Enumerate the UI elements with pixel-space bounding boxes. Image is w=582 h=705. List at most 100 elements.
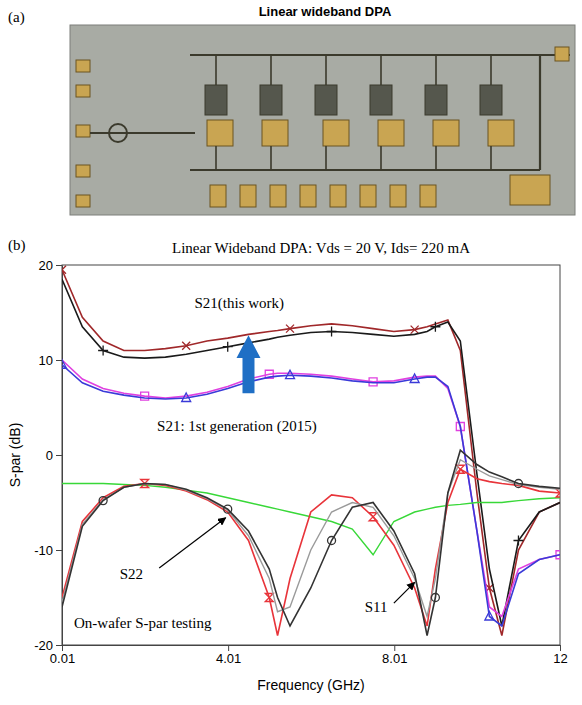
- tick-label: 8.01: [382, 651, 407, 666]
- chip-capacitor: [378, 120, 404, 146]
- tick-label: 10: [39, 353, 53, 368]
- x-axis-line: [63, 645, 561, 646]
- tick: 0.01: [50, 645, 75, 666]
- tick: 4.01: [216, 645, 241, 666]
- chip-pad: [76, 60, 90, 72]
- chip-pad: [76, 125, 90, 137]
- tick-label: -20: [34, 638, 53, 653]
- chip-wire: [215, 55, 217, 170]
- chip-pad: [76, 165, 90, 177]
- chip-cell: [480, 85, 502, 115]
- series-line: [62, 270, 560, 636]
- panel-letter: (b): [8, 237, 26, 254]
- series-marker: [286, 370, 295, 379]
- series-marker: [431, 594, 439, 602]
- chip-photo: [70, 25, 575, 215]
- chip-pad: [76, 195, 90, 207]
- tick: 20: [39, 258, 62, 273]
- tick-mark: [228, 645, 229, 651]
- y-axis: -20 -10 0 10 20: [34, 258, 62, 653]
- tick-mark: [560, 645, 561, 651]
- series-marker: [182, 393, 191, 402]
- series-marker: [328, 537, 336, 545]
- chip-capacitor: [207, 120, 233, 146]
- chip-cell: [315, 85, 337, 115]
- tick-label: 12: [553, 651, 567, 666]
- series-marker: [286, 325, 294, 333]
- panel-title: Linear wideband DPA: [259, 4, 392, 19]
- series-marker: [224, 505, 232, 513]
- chip-pad: [555, 47, 569, 61]
- plot-frame: [62, 265, 560, 645]
- tick-label: 20: [39, 258, 53, 273]
- chip-cell: [205, 85, 227, 115]
- tick-label: 0: [46, 448, 53, 463]
- tick-mark: [56, 645, 62, 646]
- tick-mark: [56, 265, 62, 266]
- x-axis: 0.01 4.01 8.01 12: [50, 645, 568, 666]
- chip-capacitor: [433, 120, 459, 146]
- chip-cell: [425, 85, 447, 115]
- chip-wire: [325, 55, 327, 170]
- tick: 0: [46, 448, 62, 463]
- chip-pad: [300, 185, 316, 207]
- series-line: [62, 360, 560, 617]
- chip-wire: [270, 55, 272, 170]
- annotations: S21(this work) S21: 1st generation (2015)…: [74, 295, 415, 631]
- chip-wire: [380, 55, 382, 170]
- tick-mark: [56, 360, 62, 361]
- annotation: S11: [365, 599, 388, 615]
- series-marker: [369, 513, 377, 521]
- series-marker: [62, 360, 67, 369]
- panel-letter: (a): [8, 9, 25, 26]
- chip-pad: [510, 175, 550, 205]
- chip-cell: [370, 85, 392, 115]
- series-marker: [430, 322, 440, 332]
- chip-pad: [76, 85, 90, 97]
- annotation: S22: [120, 566, 143, 582]
- series-marker: [223, 342, 233, 352]
- series-line: [62, 484, 560, 555]
- annotation: S21: 1st generation (2015): [157, 418, 317, 435]
- tick-label: 0.01: [50, 651, 75, 666]
- chart-title: Linear Wideband DPA: Vds = 20 V, Ids= 22…: [172, 240, 470, 256]
- tick: 10: [39, 353, 62, 368]
- tick: 12: [553, 645, 567, 666]
- chip-capacitor: [323, 120, 349, 146]
- series-marker: [265, 594, 273, 602]
- series-marker: [327, 327, 337, 337]
- chip-wire: [490, 55, 492, 170]
- chip-pad: [330, 185, 346, 207]
- series-line: [62, 460, 560, 617]
- chip-wire: [435, 55, 437, 170]
- series-line: [62, 469, 560, 635]
- series-marker: [485, 612, 494, 621]
- tick-label: -10: [34, 543, 53, 558]
- chip-pad: [240, 185, 256, 207]
- annotation: On-wafer S-par testing: [74, 615, 212, 631]
- y-axis-line: [62, 266, 63, 646]
- tick: -10: [34, 543, 62, 558]
- series-marker: [411, 326, 419, 334]
- series-marker: [182, 342, 190, 350]
- tick-mark: [394, 645, 395, 651]
- tick-label: 4.01: [216, 651, 241, 666]
- chip-cell: [260, 85, 282, 115]
- series-marker: [513, 536, 523, 546]
- series-line: [62, 450, 560, 635]
- chip-pad: [390, 185, 406, 207]
- chip-capacitor: [488, 120, 514, 146]
- chip-background: [70, 25, 575, 215]
- tick-mark: [62, 645, 63, 651]
- chip-pad: [420, 185, 436, 207]
- chip-capacitor: [262, 120, 288, 146]
- plot-area: [62, 266, 560, 636]
- chip-wire: [90, 55, 570, 170]
- series-marker: [410, 374, 419, 383]
- annotation: S21(this work): [194, 295, 284, 312]
- series-marker: [62, 266, 66, 274]
- improvement-arrow: [236, 335, 260, 393]
- leader-arrow: [159, 518, 225, 568]
- tick: -20: [34, 638, 62, 653]
- series-line: [62, 279, 560, 626]
